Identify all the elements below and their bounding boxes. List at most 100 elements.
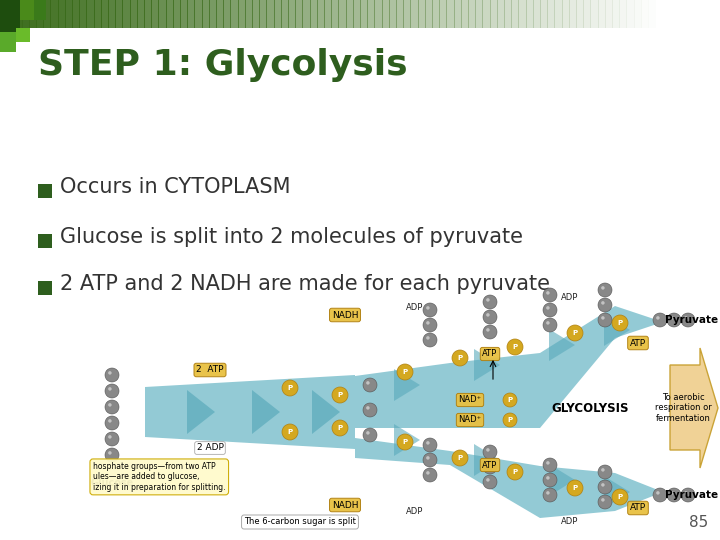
Circle shape bbox=[598, 298, 612, 312]
Circle shape bbox=[423, 333, 437, 347]
Bar bbox=[7, 0, 15, 28]
Circle shape bbox=[483, 475, 497, 489]
Circle shape bbox=[598, 480, 612, 494]
Bar bbox=[151, 0, 159, 28]
Circle shape bbox=[332, 387, 348, 403]
Bar bbox=[590, 0, 598, 28]
Bar bbox=[547, 0, 555, 28]
Text: GLYCOLYSIS: GLYCOLYSIS bbox=[552, 402, 629, 415]
Bar bbox=[454, 0, 462, 28]
Circle shape bbox=[543, 318, 557, 332]
Bar bbox=[245, 0, 253, 28]
Polygon shape bbox=[312, 390, 340, 434]
Circle shape bbox=[423, 453, 437, 467]
Bar bbox=[605, 0, 613, 28]
Circle shape bbox=[105, 400, 119, 414]
Text: ATP: ATP bbox=[482, 461, 498, 469]
Circle shape bbox=[423, 303, 437, 317]
Bar bbox=[281, 0, 289, 28]
Bar bbox=[29, 0, 37, 28]
Circle shape bbox=[108, 419, 112, 423]
Bar bbox=[16, 28, 30, 42]
Text: ATP: ATP bbox=[482, 349, 498, 359]
Text: STEP 1: Glycolysis: STEP 1: Glycolysis bbox=[38, 48, 408, 82]
Circle shape bbox=[546, 306, 549, 309]
Text: P: P bbox=[572, 330, 577, 336]
Bar bbox=[497, 0, 505, 28]
Text: To aerobic
respiration or
fermentation: To aerobic respiration or fermentation bbox=[654, 393, 711, 423]
Circle shape bbox=[452, 350, 468, 366]
Circle shape bbox=[426, 306, 430, 309]
Text: ATP: ATP bbox=[630, 339, 646, 348]
Circle shape bbox=[366, 381, 369, 384]
Circle shape bbox=[486, 298, 490, 302]
Bar bbox=[302, 0, 310, 28]
Text: P: P bbox=[508, 417, 513, 423]
Bar bbox=[598, 0, 606, 28]
Circle shape bbox=[601, 316, 605, 320]
Text: Glucose: Glucose bbox=[91, 478, 134, 488]
Circle shape bbox=[108, 435, 112, 438]
Bar bbox=[684, 0, 692, 28]
Circle shape bbox=[366, 431, 369, 435]
Circle shape bbox=[105, 432, 119, 446]
Circle shape bbox=[507, 339, 523, 355]
Circle shape bbox=[543, 488, 557, 502]
Bar bbox=[36, 0, 44, 28]
Bar bbox=[86, 0, 94, 28]
Circle shape bbox=[653, 313, 667, 327]
Bar bbox=[425, 0, 433, 28]
Polygon shape bbox=[394, 369, 420, 401]
Bar bbox=[677, 0, 685, 28]
Circle shape bbox=[684, 316, 688, 320]
Bar bbox=[310, 0, 318, 28]
Polygon shape bbox=[355, 306, 663, 428]
Circle shape bbox=[681, 488, 695, 502]
Bar bbox=[0, 32, 16, 52]
Circle shape bbox=[601, 498, 605, 502]
Circle shape bbox=[366, 406, 369, 410]
Circle shape bbox=[282, 380, 298, 396]
Circle shape bbox=[423, 438, 437, 452]
Bar bbox=[158, 0, 166, 28]
Polygon shape bbox=[187, 390, 215, 434]
Circle shape bbox=[684, 491, 688, 495]
Circle shape bbox=[670, 316, 674, 320]
Text: NADH: NADH bbox=[332, 310, 359, 320]
Circle shape bbox=[667, 313, 681, 327]
Bar bbox=[432, 0, 440, 28]
Circle shape bbox=[363, 378, 377, 392]
Circle shape bbox=[567, 480, 583, 496]
Circle shape bbox=[546, 291, 549, 295]
Bar bbox=[252, 0, 260, 28]
Circle shape bbox=[363, 403, 377, 417]
Circle shape bbox=[656, 491, 660, 495]
Text: P: P bbox=[287, 385, 292, 391]
Bar bbox=[223, 0, 231, 28]
Circle shape bbox=[282, 424, 298, 440]
Circle shape bbox=[426, 321, 430, 325]
Bar bbox=[324, 0, 332, 28]
Circle shape bbox=[423, 318, 437, 332]
Circle shape bbox=[426, 441, 430, 444]
Circle shape bbox=[483, 295, 497, 309]
Circle shape bbox=[397, 434, 413, 450]
Circle shape bbox=[601, 301, 605, 305]
Bar bbox=[576, 0, 584, 28]
Circle shape bbox=[543, 288, 557, 302]
Text: P: P bbox=[402, 439, 408, 445]
Bar bbox=[641, 0, 649, 28]
Circle shape bbox=[483, 460, 497, 474]
Circle shape bbox=[423, 468, 437, 482]
Text: P: P bbox=[513, 344, 518, 350]
Bar bbox=[468, 0, 476, 28]
Circle shape bbox=[612, 315, 628, 331]
Circle shape bbox=[598, 313, 612, 327]
Bar bbox=[439, 0, 447, 28]
Bar bbox=[20, 0, 36, 20]
Text: ADP: ADP bbox=[406, 303, 423, 313]
Polygon shape bbox=[145, 375, 355, 449]
Circle shape bbox=[667, 488, 681, 502]
Bar bbox=[58, 0, 66, 28]
Circle shape bbox=[598, 465, 612, 479]
